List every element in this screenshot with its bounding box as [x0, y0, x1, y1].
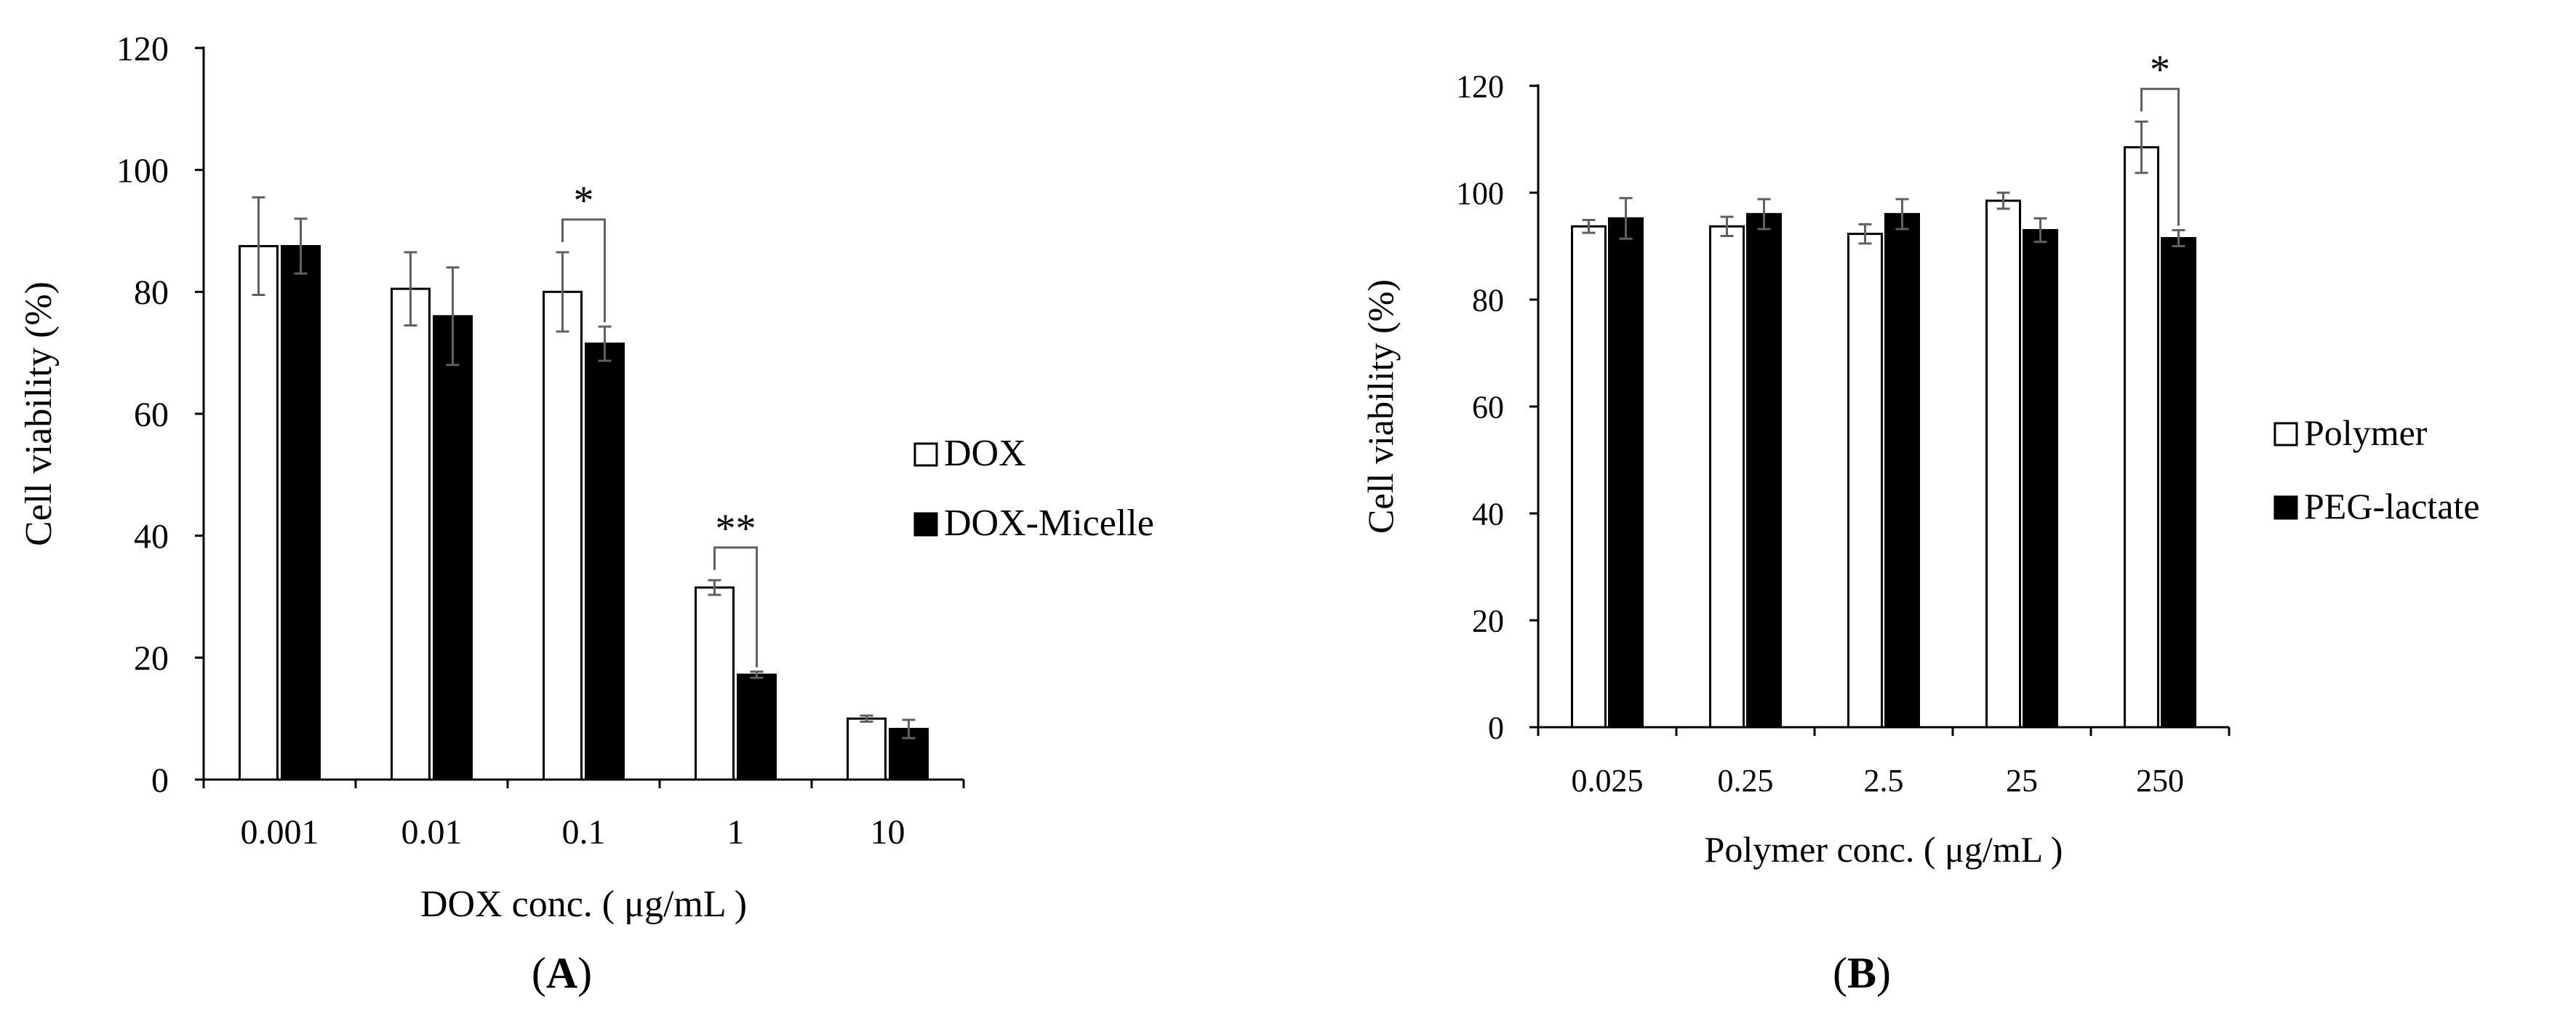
bar-series2	[281, 244, 321, 781]
category-label: 2.5	[1864, 763, 1904, 798]
category-label: 10	[871, 813, 905, 852]
bar-series2	[2161, 236, 2196, 729]
bar-series1	[847, 717, 887, 781]
bar-series2	[2023, 228, 2058, 729]
significance-marker: *	[574, 178, 594, 223]
y-tick-label: 20	[134, 639, 169, 678]
bar-series1	[695, 586, 735, 781]
legend-swatch	[2273, 422, 2298, 447]
y-tick-label: 120	[116, 30, 169, 68]
y-axis-label: Cell viability (%)	[18, 281, 60, 546]
bar-series1	[543, 290, 583, 781]
panel-label-close: )	[1876, 949, 1891, 997]
bar-series2	[737, 673, 777, 781]
y-tick-label: 120	[1456, 68, 1504, 104]
significance-marker: *	[2150, 47, 2170, 92]
panel-b-chart: 0 20 40 60 80 100 120 0.025 0.25 2.5 25 250 * Cell vi…	[1360, 47, 2480, 997]
y-tick-label: 0	[1488, 710, 1504, 745]
bar-series1	[1709, 225, 1745, 729]
category-label: 0.1	[562, 813, 606, 852]
y-tick-label: 40	[1472, 496, 1504, 532]
bar-series1	[2124, 146, 2159, 729]
category-label: 0.001	[241, 813, 319, 852]
legend-label: DOX-Micelle	[944, 503, 1154, 544]
bar-series2	[1746, 212, 1782, 729]
panel-label: (A)	[532, 949, 592, 997]
y-tick-label: 100	[116, 151, 169, 190]
significance-bracket	[713, 546, 758, 668]
y-tick-label: 80	[1472, 282, 1504, 318]
y-axis-label: Cell viability (%)	[1360, 279, 1401, 534]
bar-series1	[391, 287, 431, 781]
category-label: 0.25	[1718, 763, 1774, 798]
bar-series1	[239, 244, 279, 781]
y-tick-label: 60	[134, 396, 169, 434]
significance-bracket	[561, 218, 606, 323]
legend-swatch	[913, 512, 938, 537]
significance-marker: **	[716, 506, 756, 551]
bar-series1	[1847, 233, 1883, 729]
legend-label: Polymer	[2304, 412, 2428, 453]
legend-label: DOX	[944, 433, 1026, 474]
y-tick-label: 0	[151, 761, 169, 800]
y-tick-label: 80	[134, 273, 169, 312]
bar-series2	[1884, 212, 1920, 729]
y-tick-label: 40	[134, 517, 169, 556]
bar-series2	[1608, 217, 1644, 729]
category-label: 0.025	[1572, 763, 1644, 798]
category-label: 25	[2006, 763, 2038, 798]
panel-label-letter: A	[546, 949, 577, 997]
x-axis-label: Polymer conc. ( μg/mL )	[1705, 829, 2063, 870]
y-tick-label: 60	[1472, 389, 1504, 425]
legend-label: PEG-lactate	[2304, 486, 2480, 526]
category-label: 1	[727, 813, 745, 852]
bar-series1	[1571, 225, 1607, 729]
bar-series2	[433, 315, 473, 781]
bar-series1	[1985, 199, 2021, 729]
category-label: 0.01	[401, 813, 463, 852]
x-axis-label: DOX conc. ( μg/mL )	[420, 884, 747, 925]
legend-swatch	[2273, 495, 2298, 520]
bar-series2	[585, 343, 625, 781]
panel-label: (B)	[1833, 949, 1891, 997]
panel-label-open: (	[532, 949, 546, 997]
y-tick-label: 20	[1472, 603, 1504, 638]
panel-label-close: )	[577, 949, 592, 997]
category-label: 250	[2136, 763, 2184, 798]
panel-label-open: (	[1833, 949, 1847, 997]
panel-label-letter: B	[1847, 949, 1876, 997]
legend-swatch	[913, 442, 938, 467]
y-tick-label: 100	[1456, 175, 1504, 211]
significance-bracket	[2140, 87, 2180, 226]
